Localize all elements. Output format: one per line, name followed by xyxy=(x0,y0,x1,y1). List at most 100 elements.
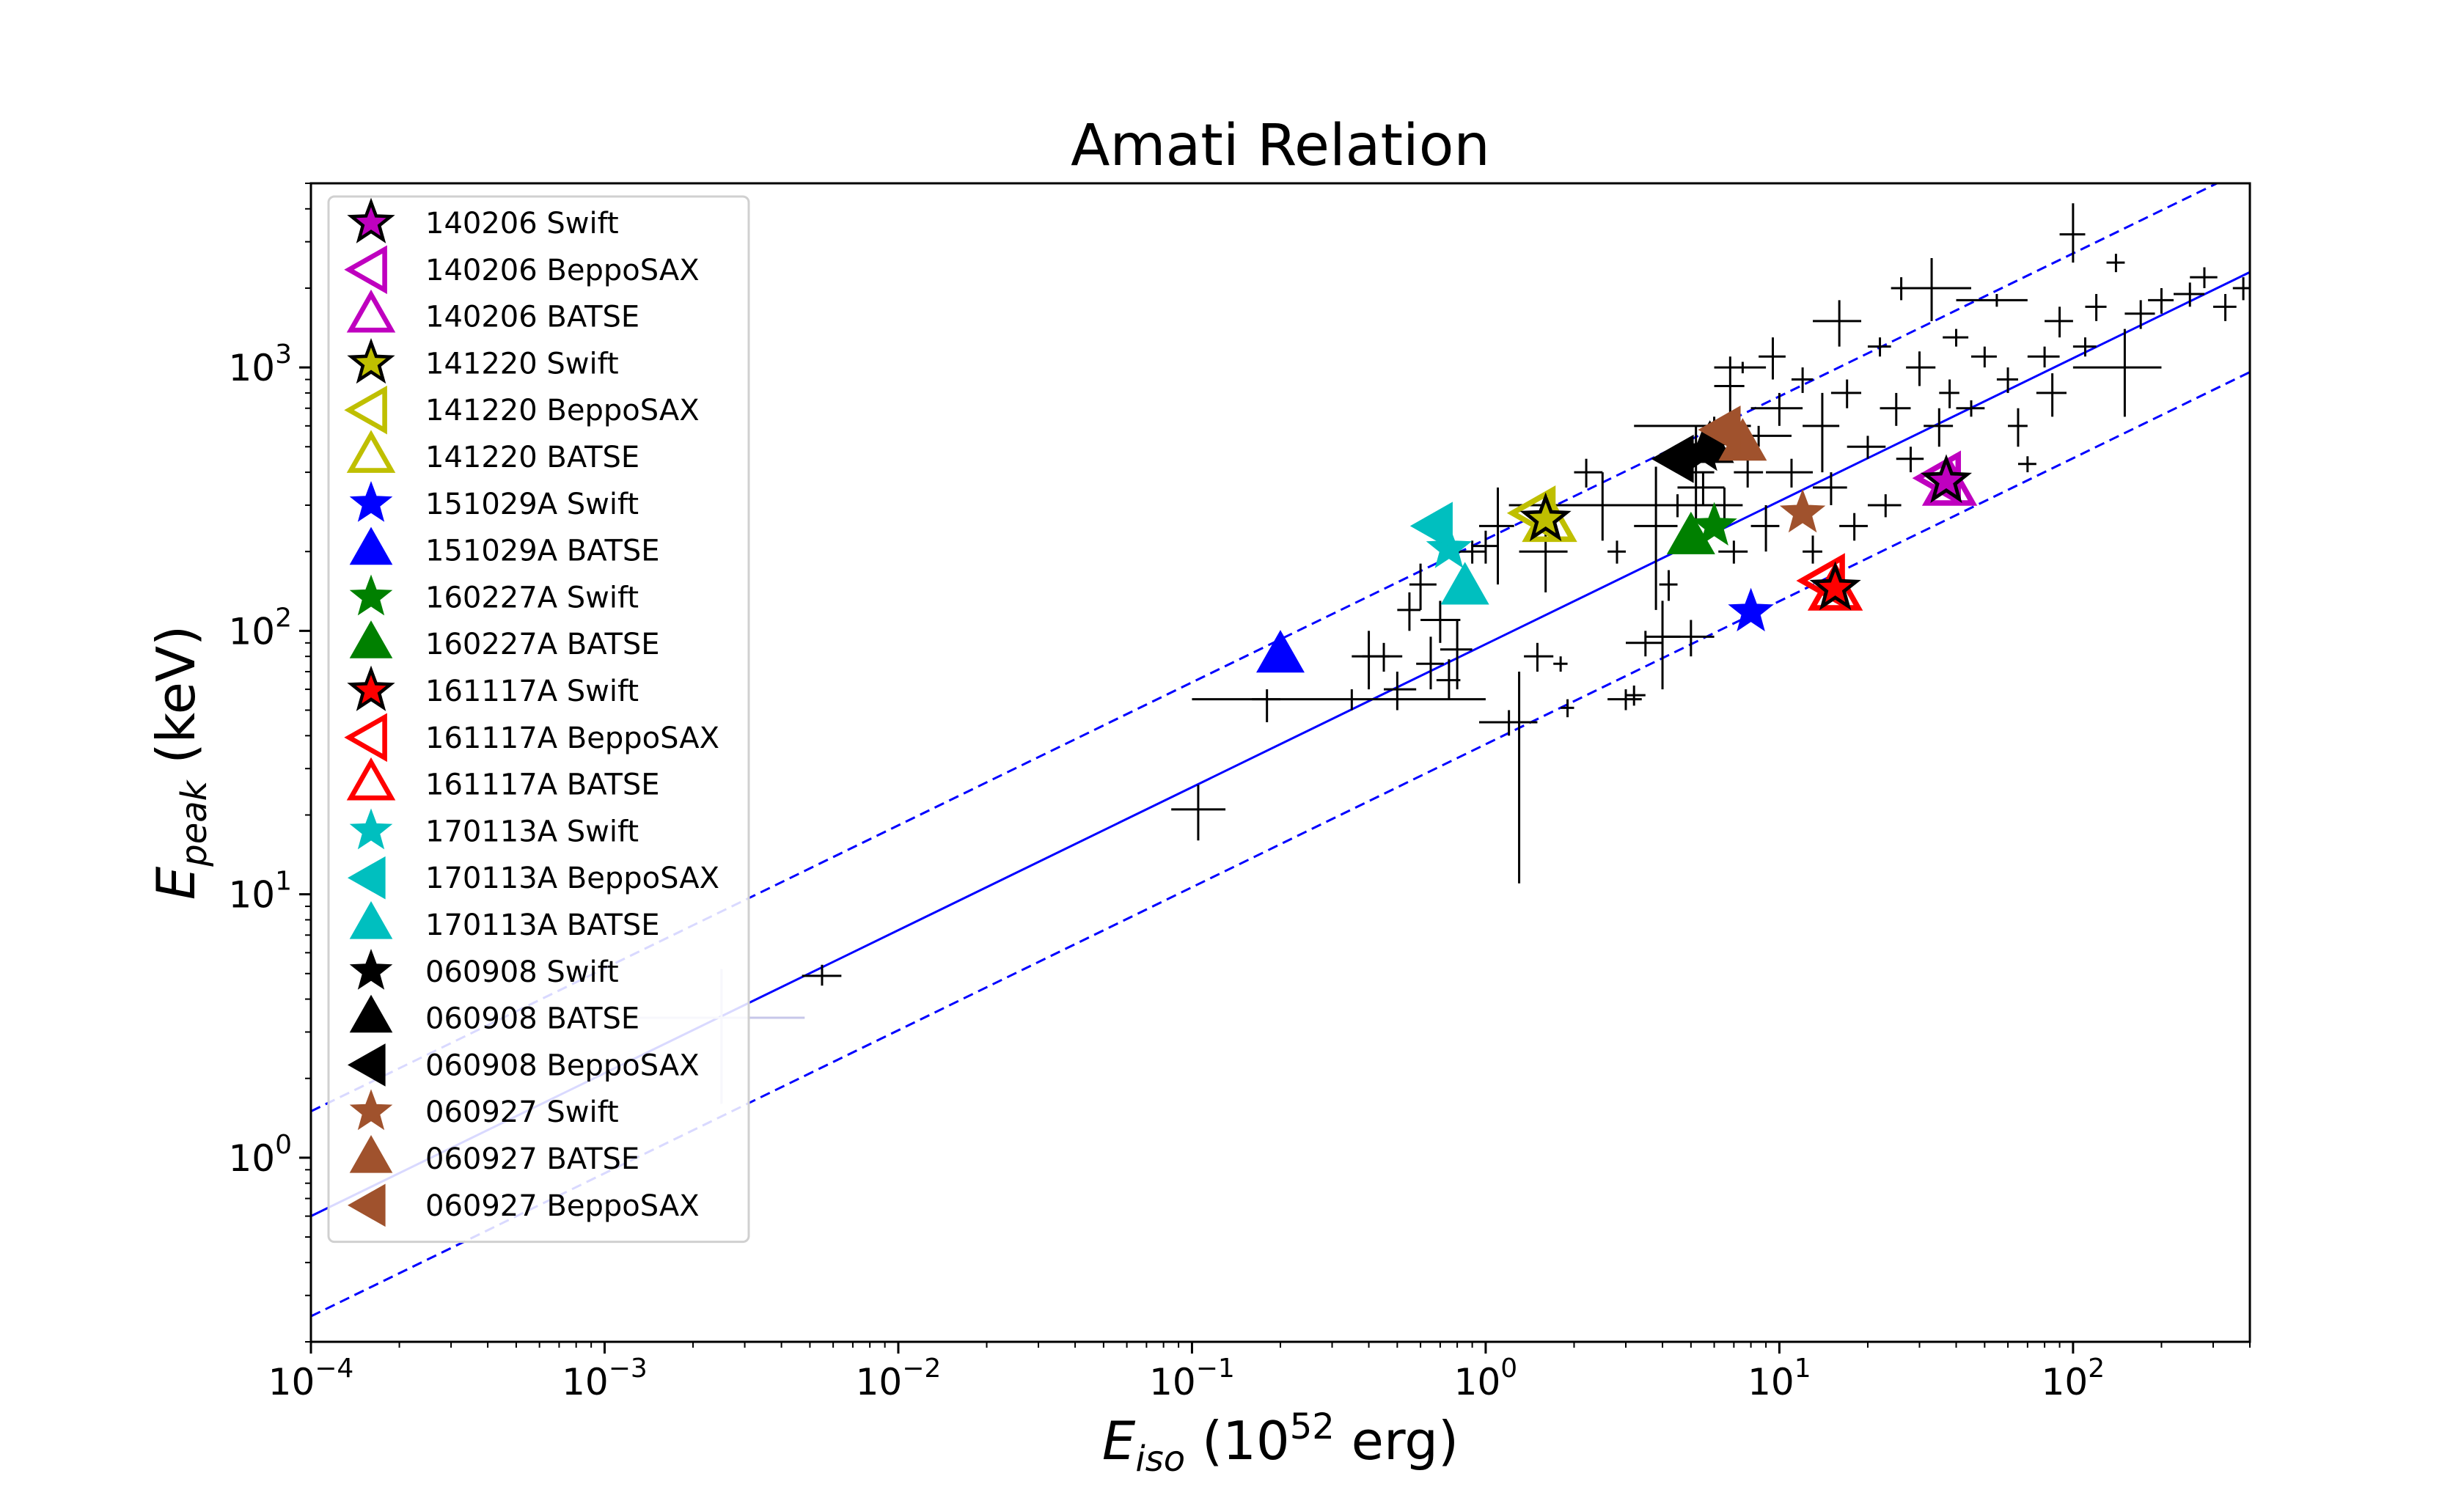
legend-label: 161117A Swift xyxy=(425,675,639,708)
legend-marker xyxy=(347,337,395,384)
grb-sample-point xyxy=(2036,373,2067,417)
grb-sample-point xyxy=(1996,367,2018,393)
legend-entry: 170113A BATSE xyxy=(349,900,660,942)
grb-sample-point xyxy=(802,964,842,986)
legend-entry: 141220 BATSE xyxy=(346,430,639,474)
legend-marker xyxy=(344,385,387,435)
highlight-marker xyxy=(1440,562,1489,605)
chart-title: Amati Relation xyxy=(1071,113,1490,179)
grb-sample-point xyxy=(2212,293,2237,321)
grb-sample-point xyxy=(2008,408,2028,447)
x-tick-label: 10−2 xyxy=(856,1354,942,1403)
x-axis-title-base: E xyxy=(1102,1410,1136,1472)
grb-sample-point xyxy=(2085,293,2107,321)
legend-label: 170113A BeppoSAX xyxy=(425,862,719,895)
legend-label: 140206 BeppoSAX xyxy=(425,254,700,287)
legend-label: 141220 BATSE xyxy=(425,441,639,474)
x-tick-label: 10−3 xyxy=(562,1354,648,1403)
legend-label: 160227A Swift xyxy=(425,581,639,614)
legend-entry: 160227A BATSE xyxy=(349,620,660,661)
x-tick-label: 101 xyxy=(1748,1354,1811,1403)
legend-marker xyxy=(347,1183,386,1227)
legend-marker xyxy=(346,289,396,333)
highlight-marker xyxy=(1779,488,1826,533)
x-tick-label: 102 xyxy=(2042,1354,2105,1403)
grb-sample-point xyxy=(1420,601,1461,643)
x-axis-title-sup: 52 xyxy=(1290,1406,1335,1447)
legend-box xyxy=(327,195,750,1244)
legend-entry: 141220 BeppoSAX xyxy=(344,385,700,435)
grb-sample-point xyxy=(1662,620,1715,657)
highlight-marker xyxy=(1651,434,1694,483)
grb-sample-point xyxy=(1561,699,1574,718)
grb-sample-point xyxy=(1813,300,1862,347)
legend-label: 060927 BeppoSAX xyxy=(425,1189,700,1223)
grb-sample-point xyxy=(1943,328,1969,347)
grb-sample-point xyxy=(1847,436,1886,459)
x-axis-title-sub: iso xyxy=(1135,1439,1185,1480)
grb-sample-point xyxy=(1867,494,1902,518)
legend-marker xyxy=(346,430,396,473)
grb-sample-point xyxy=(1362,642,1403,672)
grb-sample-point xyxy=(1677,472,1725,505)
legend-entry: 060908 Swift xyxy=(349,948,619,990)
grb-sample-point xyxy=(1440,620,1473,690)
grb-sample-point xyxy=(1830,379,1862,408)
legend-entry: 161117A BATSE xyxy=(346,757,660,802)
legend-marker xyxy=(349,574,393,616)
legend-entry: 060927 Swift xyxy=(349,1089,619,1131)
legend-label: 060908 Swift xyxy=(425,955,619,989)
legend-entry: 161117A BeppoSAX xyxy=(344,713,719,763)
grb-sample-point xyxy=(2072,328,2162,417)
grb-sample-point xyxy=(2072,337,2097,357)
grb-sample-point xyxy=(2027,346,2060,368)
legend-label: 170113A BATSE xyxy=(425,908,660,942)
grb-sample-point xyxy=(2059,203,2086,263)
legend-entry: 140206 BATSE xyxy=(346,289,639,334)
legend-label: 170113A Swift xyxy=(425,815,639,848)
grb-sample-point xyxy=(1514,672,1529,884)
legend-label: 060908 BATSE xyxy=(425,1002,639,1036)
legend-label: 151029A BATSE xyxy=(425,535,660,568)
legend-marker xyxy=(349,948,393,990)
grb-sample-point xyxy=(1867,337,1891,357)
grb-sample-point xyxy=(1397,592,1421,631)
legend-marker xyxy=(349,1089,393,1131)
legend-entry: 060927 BATSE xyxy=(349,1134,639,1176)
grb-sample-point xyxy=(1384,672,1417,711)
grb-sample-point xyxy=(1750,504,1780,552)
legend-marker xyxy=(347,197,395,243)
grb-sample-point xyxy=(1645,601,1681,690)
grb-sample-point xyxy=(1192,689,1486,711)
grb-sample-point xyxy=(1734,458,1764,488)
grb-sample-point xyxy=(1626,631,1663,657)
grb-sample-point xyxy=(1607,540,1627,564)
highlight-marker xyxy=(1256,630,1305,673)
grb-sample-point xyxy=(1479,710,1538,736)
legend-label: 140206 BATSE xyxy=(425,301,639,334)
grb-sample-point xyxy=(1479,487,1514,585)
legend-label: 160227A BATSE xyxy=(425,628,660,661)
grb-sample-point xyxy=(1766,458,1814,488)
y-tick-label: 100 xyxy=(228,1130,292,1180)
legend-label: 161117A BATSE xyxy=(425,768,660,802)
legend-marker xyxy=(349,900,393,939)
grb-sample-point xyxy=(2232,277,2250,301)
legend-marker xyxy=(347,1043,386,1087)
x-axis-title-prefix: (10 xyxy=(1185,1410,1290,1472)
highlight-marker xyxy=(1691,502,1737,546)
legend-marker xyxy=(349,620,393,658)
legend-entry: 060927 BeppoSAX xyxy=(347,1183,700,1227)
grb-sample-point xyxy=(1457,540,1486,564)
grb-sample-point xyxy=(1956,400,1985,417)
y-axis-title-sub: peak xyxy=(174,779,215,867)
grb-sample-point xyxy=(2045,306,2073,338)
legend-entry: 151029A Swift xyxy=(349,480,639,522)
grb-sample-point xyxy=(2148,287,2174,314)
legend-label: 060927 BATSE xyxy=(425,1142,639,1176)
grb-sample-point xyxy=(1896,258,1972,321)
legend-entry: 060908 BATSE xyxy=(349,994,639,1036)
x-tick-label: 10−4 xyxy=(268,1354,354,1403)
grb-sample-point xyxy=(2124,300,2155,329)
